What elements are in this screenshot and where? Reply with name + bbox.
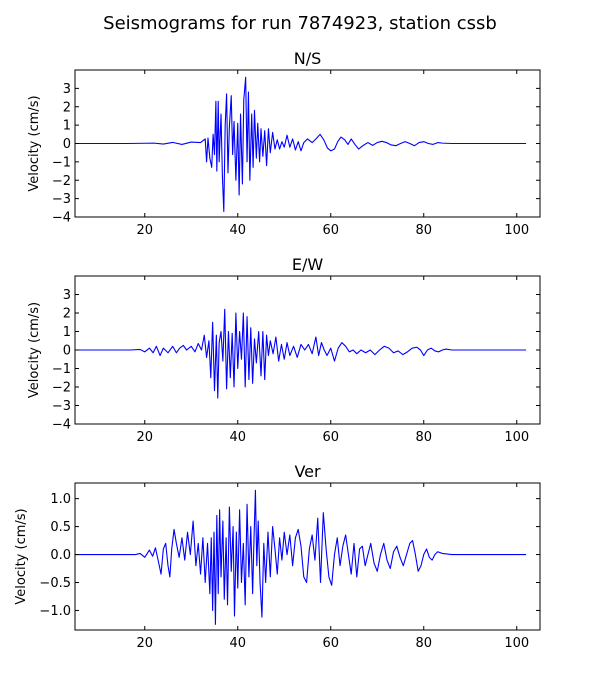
x-tick-label: 60 (322, 430, 339, 445)
x-tick-label: 100 (504, 636, 529, 651)
x-tick-label: 40 (229, 636, 246, 651)
panel-title: N/S (294, 49, 322, 68)
y-tick-label: −1.0 (39, 604, 71, 619)
y-tick-label: −1 (52, 155, 71, 170)
axes-frame (74, 482, 541, 631)
panel-title: E/W (292, 255, 324, 274)
x-tick-label: 80 (415, 636, 432, 651)
series-line (75, 76, 527, 213)
y-tick-label: 3 (63, 82, 71, 97)
y-tick-label: −1 (52, 362, 71, 377)
x-tick-label: 40 (229, 223, 246, 238)
y-tick-label: 1.0 (50, 492, 71, 507)
series-line (75, 489, 527, 625)
panel-2: Ver 20 40 60 80 100 −1.0 −0.5 0.0 0.5 1.0 Velocity … (14, 462, 541, 651)
x-tick-label: 80 (415, 223, 432, 238)
y-tick-label: −3 (52, 399, 71, 414)
y-tick-label: 0.0 (50, 548, 71, 563)
panel-title: Ver (294, 462, 321, 481)
x-tick-label: 60 (322, 223, 339, 238)
x-tick-label: 20 (136, 223, 153, 238)
x-tick-label: 100 (504, 223, 529, 238)
y-tick-label: 2 (63, 307, 71, 322)
y-tick-label: −3 (52, 192, 71, 207)
y-tick-label: 3 (63, 288, 71, 303)
y-tick-label: 1 (63, 119, 71, 134)
y-tick-label: 0.5 (50, 520, 71, 535)
x-tick-label: 20 (136, 430, 153, 445)
x-tick-label: 60 (322, 636, 339, 651)
y-axis-label: Velocity (cm/s) (27, 302, 42, 398)
panel-1: E/W 20 40 60 80 100 −4 −3 −2 −1 0 1 2 3 Velocity (cm/s… (27, 255, 541, 445)
x-tick-label: 80 (415, 430, 432, 445)
y-tick-label: 2 (63, 100, 71, 115)
figure-title: Seismograms for run 7874923, station css… (103, 13, 497, 34)
panel-0: N/S 20 40 60 80 100 −4 −3 −2 −1 0 1 2 3 Velocity (cm/s… (27, 49, 541, 238)
y-tick-label: −2 (52, 174, 71, 189)
y-tick-label: −4 (52, 211, 71, 226)
y-tick-label: −4 (52, 418, 71, 433)
x-tick-label: 40 (229, 430, 246, 445)
y-axis-label: Velocity (cm/s) (14, 508, 29, 604)
x-tick-label: 20 (136, 636, 153, 651)
y-tick-label: −0.5 (39, 576, 71, 591)
y-tick-label: 0 (63, 137, 71, 152)
y-tick-label: 0 (63, 344, 71, 359)
x-tick-label: 100 (504, 430, 529, 445)
y-tick-label: 1 (63, 325, 71, 340)
y-axis-label: Velocity (cm/s) (27, 95, 42, 191)
y-tick-label: −2 (52, 381, 71, 396)
series-line (75, 308, 527, 399)
